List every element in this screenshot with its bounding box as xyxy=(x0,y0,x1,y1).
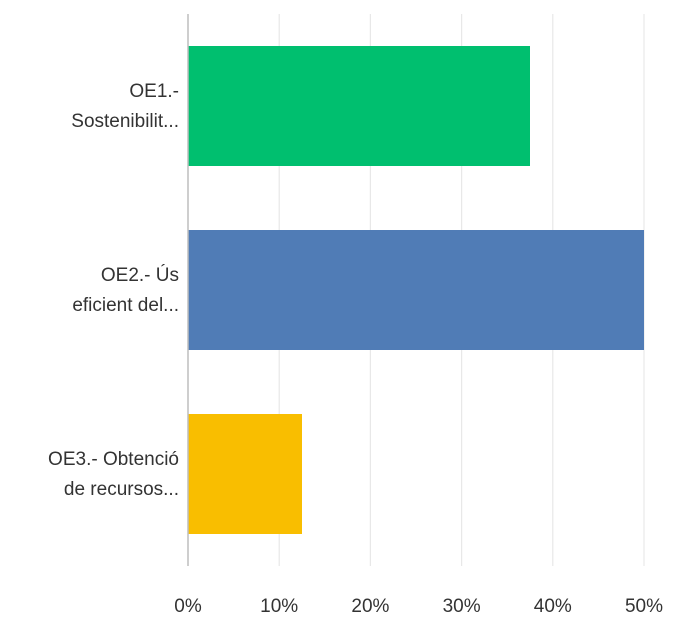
category-label: Sostenibilit... xyxy=(71,111,179,132)
x-tick-label: 50% xyxy=(625,596,663,617)
category-label: de recursos... xyxy=(64,479,179,500)
x-tick-label: 30% xyxy=(443,596,481,617)
bar xyxy=(188,46,530,166)
bar xyxy=(188,414,302,534)
x-tick-label: 0% xyxy=(174,596,202,617)
x-tick-labels: 0% 10% 20% 30% 40% 50% xyxy=(174,596,663,617)
x-tick-label: 10% xyxy=(260,596,298,617)
x-tick-label: 20% xyxy=(351,596,389,617)
category-label: OE3.- Obtenció xyxy=(48,449,179,470)
bar xyxy=(188,230,644,350)
category-labels: OE1.- Sostenibilit... OE2.- Ús eficient del… xyxy=(48,81,179,500)
category-label: OE2.- Ús xyxy=(101,264,179,286)
category-label: eficient del... xyxy=(72,295,179,316)
category-label: OE1.- xyxy=(129,81,179,102)
x-tick-label: 40% xyxy=(534,596,572,617)
bars xyxy=(188,46,644,534)
